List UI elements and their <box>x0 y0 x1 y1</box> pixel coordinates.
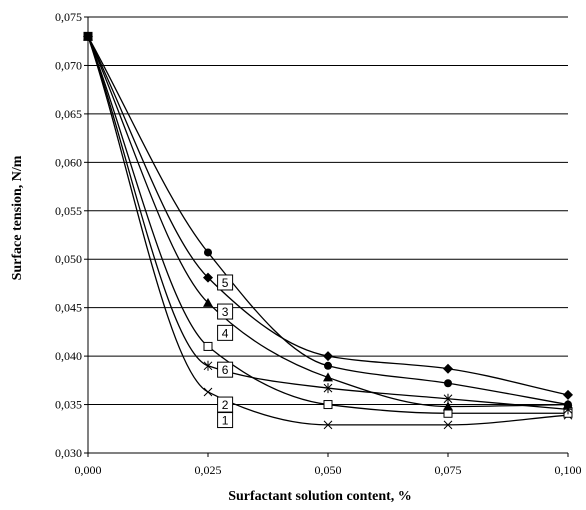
y-tick-label: 0,035 <box>55 398 82 412</box>
series-label-3: 3 <box>222 305 229 319</box>
y-axis-label: Surface tension, N/m <box>10 155 25 280</box>
series-label-box-4 <box>217 324 234 341</box>
data-point-3 <box>324 361 332 370</box>
data-point-4 <box>323 372 333 382</box>
data-point-1 <box>323 420 333 430</box>
series-label-5: 5 <box>222 276 229 290</box>
gridlines <box>88 16 568 406</box>
series-label-box-3 <box>217 303 234 320</box>
y-tick-label: 0,040 <box>55 349 82 363</box>
y-tick-label: 0,075 <box>55 10 82 24</box>
data-point-2 <box>323 400 333 410</box>
y-tick-label: 0,030 <box>55 446 82 460</box>
x-tick-label: 0,100 <box>555 463 582 477</box>
series-markers <box>83 31 573 430</box>
series-labels: 1 2 6 4 3 5 <box>217 274 234 429</box>
data-point-5 <box>563 389 573 400</box>
data-point-6 <box>203 360 213 371</box>
data-point-1 <box>203 387 213 397</box>
data-point-1 <box>443 420 453 430</box>
series-label-1: 1 <box>222 414 229 428</box>
series-line-6 <box>87 36 569 411</box>
origin-point <box>84 32 92 41</box>
data-point-3 <box>564 400 572 409</box>
data-point-4 <box>443 401 453 411</box>
data-point-6 <box>323 383 333 394</box>
series-line-2 <box>87 36 568 414</box>
y-tick-label: 0,055 <box>55 204 82 218</box>
data-point-3 <box>444 379 452 388</box>
series-label-6: 6 <box>222 363 229 377</box>
data-point-2 <box>203 341 213 351</box>
series-label-box-6 <box>217 361 234 378</box>
series-curves <box>87 36 569 426</box>
y-tick-label: 0,065 <box>55 107 82 121</box>
series-label-box-2 <box>217 396 234 413</box>
x-tick-label: 0,000 <box>75 463 102 477</box>
tick-labels: 0,030 0,035 0,040 0,045 0,050 0,055 0,060 0,065… <box>55 10 582 477</box>
series-line-4 <box>87 36 569 408</box>
series-label-box-5 <box>217 274 234 291</box>
data-point-5 <box>203 272 213 283</box>
data-point-3 <box>204 248 212 257</box>
y-tick-label: 0,045 <box>55 301 82 315</box>
x-axis-label: Surfactant solution content, % <box>228 489 412 504</box>
data-point-4 <box>203 297 213 307</box>
series-label-2: 2 <box>222 398 229 412</box>
series-line-5 <box>87 36 569 396</box>
x-tick-label: 0,075 <box>435 463 462 477</box>
series-line-1 <box>87 36 569 426</box>
x-tick-label: 0,050 <box>315 463 342 477</box>
axes <box>84 16 569 457</box>
series-label-4: 4 <box>222 326 229 340</box>
y-tick-label: 0,060 <box>55 155 82 169</box>
series-line-3 <box>87 36 569 406</box>
y-tick-label: 0,070 <box>55 58 82 72</box>
series-label-box-1 <box>217 412 234 429</box>
data-point-5 <box>443 363 453 374</box>
data-point-5 <box>323 351 333 362</box>
y-tick-label: 0,050 <box>55 252 82 266</box>
x-tick-label: 0,025 <box>195 463 222 477</box>
